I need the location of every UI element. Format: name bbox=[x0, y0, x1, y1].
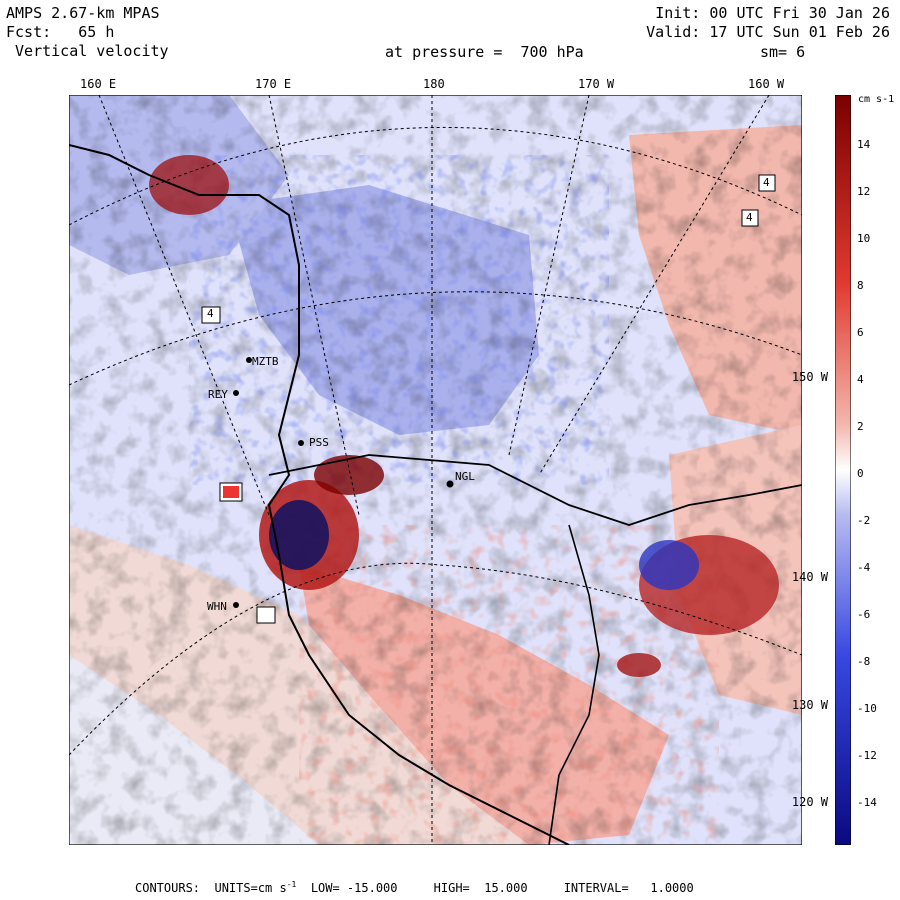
marker-box-2-fill bbox=[223, 486, 239, 498]
lon-label-160e: 160 E bbox=[80, 77, 117, 91]
contour-label-2: 4 bbox=[763, 176, 770, 189]
label-box-2 bbox=[758, 174, 776, 192]
colorbar-tick-label: -12 bbox=[857, 749, 877, 762]
lon-label-160w: 160 W bbox=[748, 77, 785, 91]
meridian-160w bbox=[538, 95, 770, 476]
valid-time: Valid: 17 UTC Sun 01 Feb 26 bbox=[646, 23, 890, 41]
grounding-line bbox=[548, 524, 600, 845]
lat-label-140w: 140 W bbox=[791, 570, 828, 584]
colorbar-tick-label: 12 bbox=[857, 185, 871, 198]
meridian-170w bbox=[508, 95, 590, 456]
contour-interval: INTERVAL= 1.0000 bbox=[563, 881, 694, 895]
station-dot-pss bbox=[298, 440, 304, 446]
graticule bbox=[69, 95, 802, 845]
contour-info: CONTOURS: UNITS=cm s-1 LOW= -15.000 HIGH… bbox=[135, 880, 694, 895]
model-name: AMPS 2.67-km MPAS bbox=[6, 4, 160, 22]
colorbar-units: cm s-1 bbox=[858, 94, 895, 105]
contour-units: CONTOURS: UNITS=cm s bbox=[135, 881, 287, 895]
strong-ascent-cluster-3 bbox=[149, 155, 229, 215]
contour-low: LOW= -15.000 bbox=[310, 881, 398, 895]
colorbar-tick-label: 6 bbox=[857, 326, 864, 339]
init-time: Init: 00 UTC Fri 30 Jan 26 bbox=[655, 4, 890, 22]
strong-ascent-cluster-2 bbox=[314, 455, 384, 495]
parallel-middle bbox=[69, 291, 802, 386]
ice-shelf-edge bbox=[268, 454, 802, 526]
lat-label-120w: 120 W bbox=[791, 795, 828, 809]
station-dot-rey bbox=[233, 390, 239, 396]
parallel-outer bbox=[69, 126, 802, 226]
contour-units-exponent: -1 bbox=[286, 880, 297, 889]
contour-label-1: 4 bbox=[207, 307, 214, 320]
forecast-hour: 65 h bbox=[78, 23, 115, 41]
colorbar-tick-label: -6 bbox=[857, 608, 871, 621]
label-box-1 bbox=[201, 306, 221, 324]
colorbar-tick-label: -2 bbox=[857, 514, 871, 527]
colorbar-tick-label: -4 bbox=[857, 561, 871, 574]
lon-label-170w: 170 W bbox=[578, 77, 615, 91]
pressure-level: at pressure = 700 hPa bbox=[385, 43, 584, 61]
label-box-3 bbox=[741, 209, 759, 227]
lon-label-180: 180 bbox=[423, 77, 445, 91]
colorbar-tick-label: -10 bbox=[857, 702, 877, 715]
station-mztb: MZTB bbox=[252, 355, 279, 368]
lat-label-130w: 130 W bbox=[791, 698, 828, 712]
marker-box-2 bbox=[256, 606, 276, 624]
colorbar bbox=[835, 95, 851, 845]
station-dot-mztb bbox=[246, 357, 252, 363]
parallel-inner bbox=[69, 562, 802, 756]
strong-descent-core-2 bbox=[639, 540, 699, 590]
station-ngl: NGL bbox=[455, 470, 475, 483]
colorbar-tick-label: 4 bbox=[857, 373, 864, 386]
colorbar-tick-label: 0 bbox=[857, 467, 864, 480]
vertical-velocity-map bbox=[69, 95, 802, 845]
station-whn: WHN bbox=[207, 600, 227, 613]
field-name: Vertical velocity bbox=[15, 42, 169, 60]
header-right: Init: 00 UTC Fri 30 Jan 26 Valid: 17 UTC… bbox=[646, 4, 890, 42]
colorbar-tick-label: -14 bbox=[857, 796, 877, 809]
station-dot-whn bbox=[233, 602, 239, 608]
header-left: AMPS 2.67-km MPAS Fcst: 65 h Vertical ve… bbox=[6, 4, 169, 61]
station-markers bbox=[233, 357, 454, 608]
forecast-label: Fcst: bbox=[6, 23, 52, 41]
station-pss: PSS bbox=[309, 436, 329, 449]
contour-label-3: 4 bbox=[746, 211, 753, 224]
smoothing-value: sm= 6 bbox=[760, 43, 806, 61]
colorbar-tick-label: 8 bbox=[857, 279, 864, 292]
coastline bbox=[69, 144, 570, 845]
lat-label-150w: 150 W bbox=[791, 370, 828, 384]
colorbar-tick-label: 2 bbox=[857, 420, 864, 433]
colorbar-tick-label: 10 bbox=[857, 232, 871, 245]
lon-label-170e: 170 E bbox=[255, 77, 292, 91]
strong-descent-core-1 bbox=[269, 500, 329, 570]
colorbar-tick-label: 14 bbox=[857, 138, 871, 151]
descent-speckle bbox=[189, 155, 609, 485]
contour-high: HIGH= 15.000 bbox=[433, 881, 528, 895]
colorbar-tick-label: -8 bbox=[857, 655, 871, 668]
station-dot-ngl bbox=[446, 480, 454, 488]
station-rey: REY bbox=[208, 388, 228, 401]
strong-ascent-cluster-5 bbox=[617, 653, 661, 677]
